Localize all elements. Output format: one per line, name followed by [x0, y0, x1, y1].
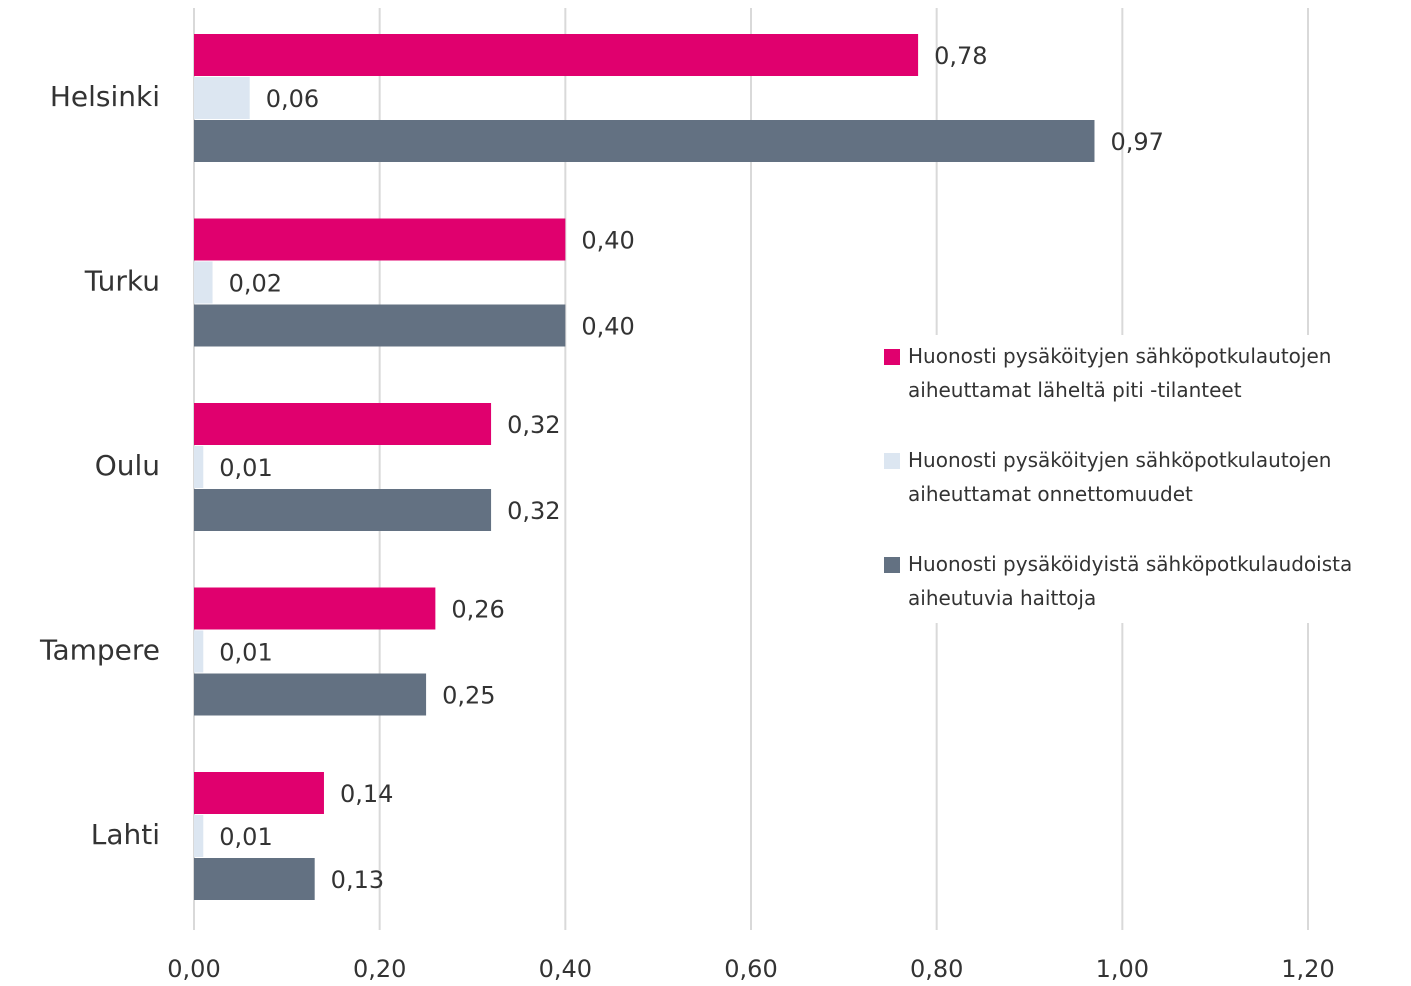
data-label: 0,32: [507, 411, 560, 439]
bar: [194, 815, 204, 857]
data-label: 0,01: [219, 823, 272, 851]
legend-label: Huonosti pysäköidyistä sähköpotkulaudois…: [908, 552, 1353, 610]
bar: [194, 630, 204, 673]
data-label: 0,01: [219, 639, 272, 667]
legend-label: Huonosti pysäköityjen sähköpotkulautojen…: [908, 344, 1332, 402]
bar: [194, 77, 250, 119]
bar: [194, 489, 492, 531]
x-tick-label: 0,80: [910, 955, 963, 983]
data-label: 0,01: [219, 454, 272, 482]
data-label: 0,78: [934, 42, 987, 70]
data-label: 0,40: [581, 227, 634, 255]
y-tick-label: Oulu: [95, 449, 160, 482]
bar: [194, 34, 919, 76]
x-tick-label: 0,20: [353, 955, 406, 983]
legend-label: Huonosti pysäköityjen sähköpotkulautojen…: [908, 448, 1332, 506]
data-label: 0,25: [442, 682, 495, 710]
legend-swatch: [884, 453, 900, 469]
legend-swatch: [884, 557, 900, 573]
data-label: 0,02: [229, 270, 282, 298]
bar: [194, 218, 566, 261]
legend-item: Huonosti pysäköityjen sähköpotkulautojen…: [880, 343, 1400, 407]
y-tick-label: Lahti: [91, 818, 160, 851]
y-tick-label: Tampere: [39, 634, 160, 667]
x-tick-label: 0,40: [539, 955, 592, 983]
bar: [194, 120, 1095, 162]
bar: [194, 403, 492, 445]
data-label: 0,97: [1110, 128, 1163, 156]
x-tick-label: 1,00: [1096, 955, 1149, 983]
data-label: 0,06: [266, 85, 319, 113]
data-label: 0,32: [507, 497, 560, 525]
data-label: 0,40: [581, 313, 634, 341]
bar: [194, 858, 315, 900]
y-tick-label: Turku: [84, 265, 160, 298]
data-label: 0,13: [331, 866, 384, 894]
bar: [194, 587, 436, 630]
data-label: 0,26: [451, 596, 504, 624]
data-label: 0,14: [340, 780, 393, 808]
bar: [194, 772, 324, 814]
y-tick-label: Helsinki: [50, 80, 160, 113]
bar: [194, 261, 213, 304]
x-tick-label: 1,20: [1281, 955, 1334, 983]
bar: [194, 446, 204, 488]
legend-swatch: [884, 349, 900, 365]
legend: Huonosti pysäköityjen sähköpotkulautojen…: [880, 335, 1400, 623]
bar: [194, 673, 427, 716]
bar: [194, 304, 566, 347]
legend-item: Huonosti pysäköidyistä sähköpotkulaudois…: [880, 551, 1400, 615]
x-tick-label: 0,60: [724, 955, 777, 983]
x-tick-label: 0,00: [167, 955, 220, 983]
legend-item: Huonosti pysäköityjen sähköpotkulautojen…: [880, 447, 1400, 511]
